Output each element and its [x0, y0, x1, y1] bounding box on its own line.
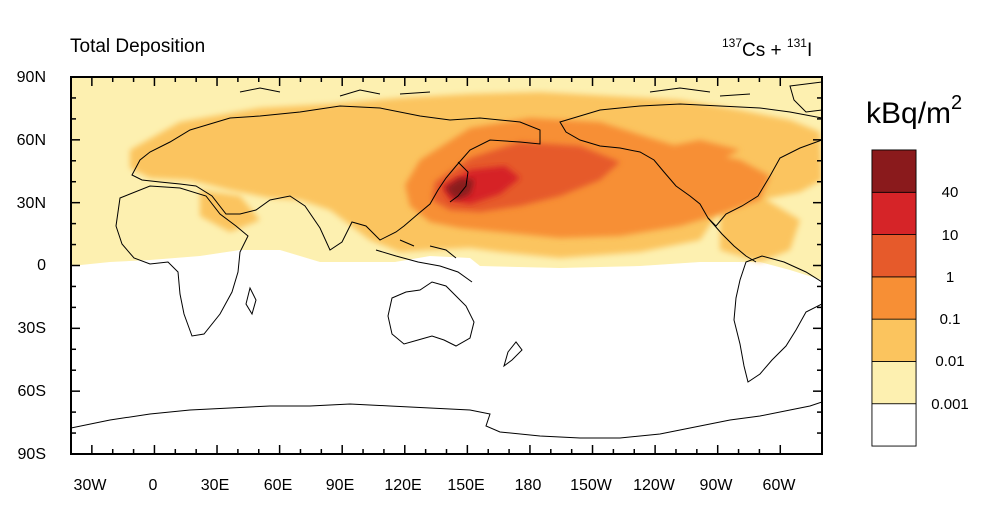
lat-label: 30N [16, 195, 46, 212]
i-species: I [806, 40, 813, 61]
coast-africa [115, 185, 249, 337]
coast-central-america [707, 217, 757, 263]
colorbar-swatch [871, 234, 917, 278]
colorbar-unit-title: kBq/m2 [866, 92, 962, 131]
lon-label: 60E [263, 477, 293, 494]
lon-label: 150W [570, 477, 612, 494]
lon-label: 0 [148, 477, 158, 494]
map-title: Total Deposition [70, 36, 206, 57]
coast-south-america [733, 255, 822, 383]
cs-species: Cs + [742, 40, 787, 61]
lon-label: 30E [200, 477, 230, 494]
coast-arctic-islands [239, 87, 751, 97]
colorbar-swatch [871, 276, 917, 320]
unit-exponent: 2 [951, 92, 963, 114]
colorbar-label: 0.1 [939, 311, 961, 328]
lon-label: 120W [633, 477, 675, 494]
colorbar-label: 0.01 [935, 353, 965, 370]
coast-greenland [789, 81, 822, 113]
cs-isotope-number: 137 [722, 36, 743, 50]
lat-label: 60S [17, 383, 46, 400]
lon-label: 30W [73, 477, 107, 494]
colorbar-label: 1 [945, 269, 955, 286]
lon-label: 90E [325, 477, 355, 494]
coast-australia [387, 281, 475, 347]
lat-label: 90S [17, 446, 46, 463]
colorbar-swatch [871, 361, 917, 405]
coast-africa-east-island [245, 286, 257, 316]
colorbar-swatch [871, 191, 917, 235]
species-label: 137Cs + 131I [722, 36, 812, 62]
lon-label: 90W [699, 477, 733, 494]
i-isotope-number: 131 [786, 36, 807, 50]
lat-label: 60N [16, 132, 46, 149]
lat-label: 30S [17, 320, 46, 337]
colorbar-label: 10 [941, 227, 959, 244]
colorbar-swatch [871, 149, 917, 193]
coast-japan [449, 161, 469, 203]
coastlines [71, 81, 822, 439]
coast-north-america [559, 103, 822, 227]
coast-antarctica [71, 401, 822, 439]
lat-label: 0 [37, 257, 46, 274]
deposition-fill [71, 77, 822, 280]
colorbar-swatches [871, 149, 917, 447]
axis-ticks [71, 76, 822, 455]
lon-label: 60W [762, 477, 796, 494]
colorbar-swatch [871, 318, 917, 362]
unit-base: kBq/m [866, 97, 952, 130]
coast-europe-asia [131, 105, 541, 251]
lat-label: 90N [16, 69, 46, 86]
lon-label: 120E [384, 477, 422, 494]
coast-new-zealand [503, 341, 523, 368]
colorbar-swatch [871, 403, 917, 447]
lon-label: 180 [514, 477, 542, 494]
colorbar-label: 40 [941, 184, 959, 201]
lon-label: 150E [447, 477, 485, 494]
coast-indonesia [375, 239, 473, 283]
colorbar-label: 0.001 [931, 396, 969, 413]
